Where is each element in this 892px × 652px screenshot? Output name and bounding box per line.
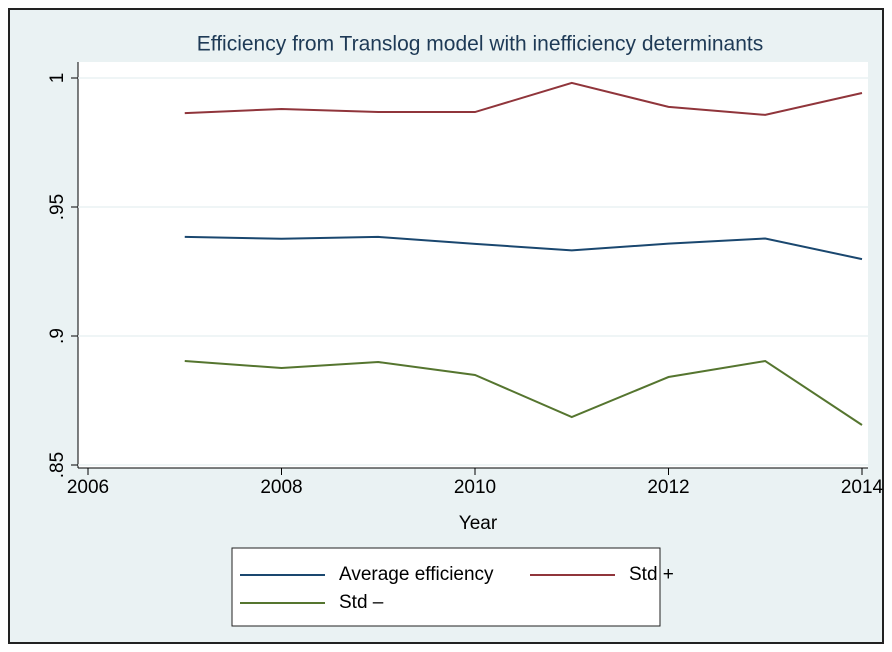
legend-label: Std + [629, 564, 674, 585]
x-tick-label: 2008 [260, 477, 302, 498]
x-axis-label: Year [459, 513, 498, 534]
x-tick-label: 2006 [67, 477, 109, 498]
chart-title: Efficiency from Translog model with inef… [197, 33, 763, 56]
plot-area [78, 62, 868, 468]
line-series [184, 235, 863, 261]
y-tick-label: .95 [47, 194, 68, 220]
x-tick-label: 2014 [841, 477, 884, 498]
y-tick-label: .9 [47, 328, 68, 344]
line-series [184, 359, 863, 426]
legend-label: Average efficiency [339, 564, 494, 585]
y-tick-label: 1 [47, 73, 68, 84]
legend [231, 547, 661, 627]
x-tick-label: 2012 [647, 477, 689, 498]
line-series [184, 81, 863, 116]
legend-label: Std – [339, 592, 384, 613]
y-tick-label: .85 [47, 452, 68, 478]
x-tick-label: 2010 [454, 477, 496, 498]
